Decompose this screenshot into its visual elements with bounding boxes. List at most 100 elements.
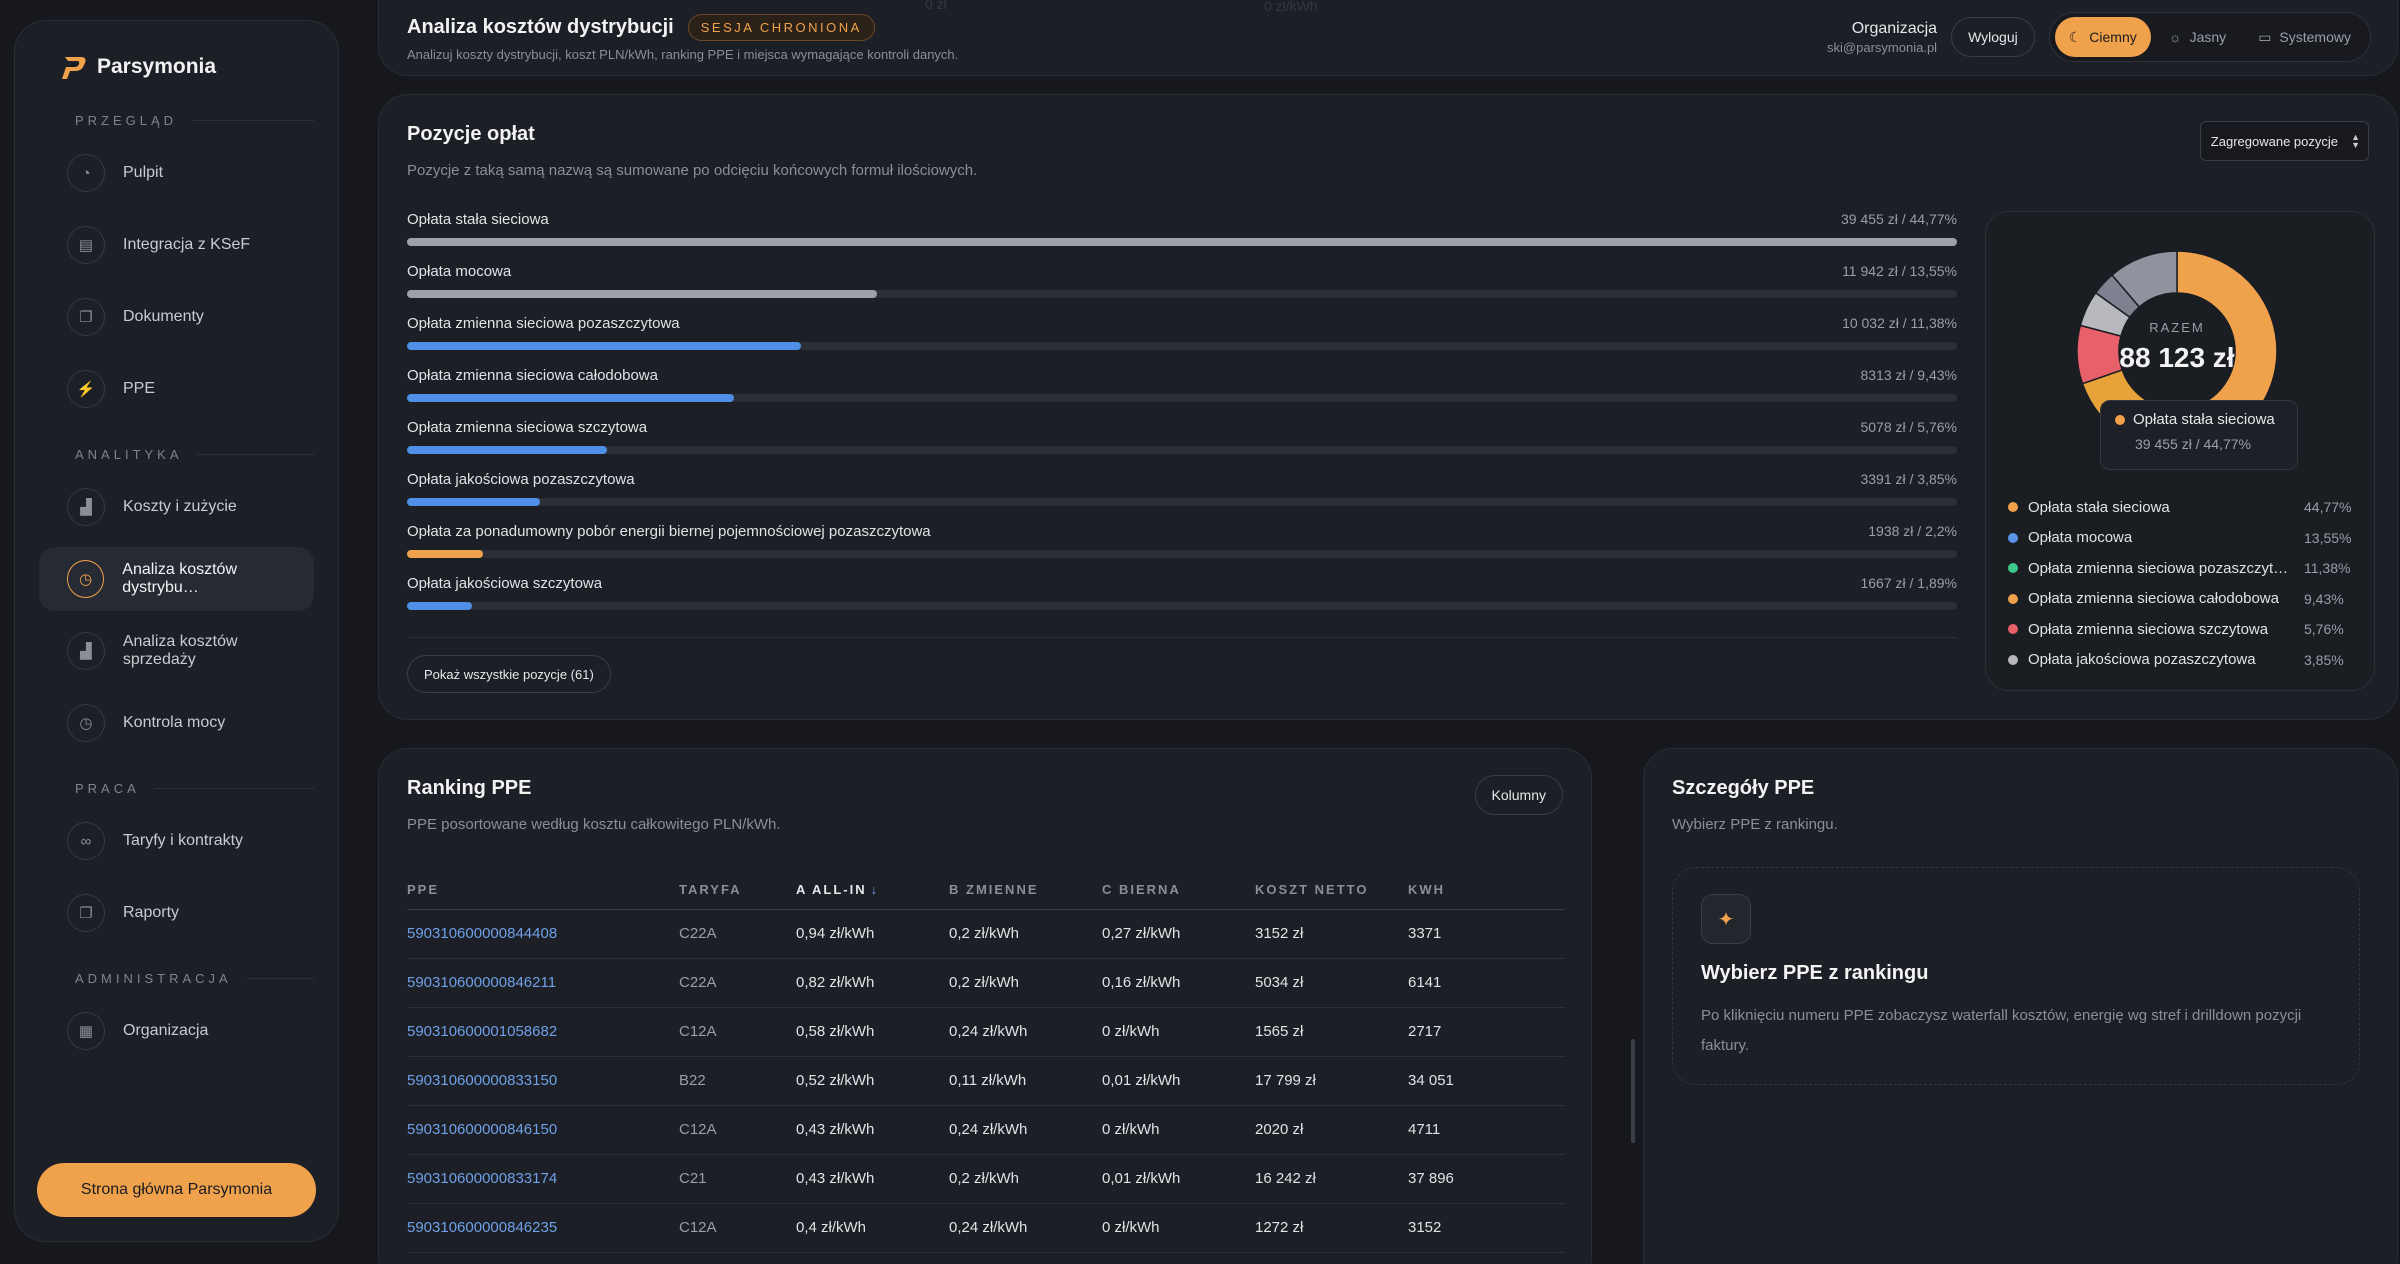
plug-icon: ⚡	[67, 370, 105, 408]
legend-item[interactable]: Opłata stała sieciowa 44,77%	[2008, 492, 2354, 523]
nav-section-label: ADMINISTRACJA	[75, 970, 232, 986]
fee-bar-value: 10 032 zł / 11,38%	[1842, 315, 1957, 331]
sidebar-item-kontrola-mocy[interactable]: ◷ Kontrola mocy	[39, 691, 314, 755]
table-row[interactable]: 590310600000833150 B22 0,52 zł/kWh 0,11 zł/…	[407, 1056, 1565, 1106]
fee-bar-fill	[407, 602, 473, 610]
legend-item[interactable]: Opłata zmienna sieciowa pozaszczyt… 11,38…	[2008, 553, 2354, 584]
sidebar-item-ppe[interactable]: ⚡ PPE	[39, 357, 314, 421]
sidebar-item-analiza-kosztów-dystrybu[interactable]: ◷ Analiza kosztów dystrybu…	[39, 547, 314, 611]
aggregation-select-value: Zagregowane pozycje	[2210, 133, 2338, 149]
divider	[153, 787, 314, 789]
sidebar-item-koszty-i-zużycie[interactable]: ▟ Koszty i zużycie	[39, 475, 314, 539]
ppe-link[interactable]: 590310600000833174	[407, 1154, 679, 1204]
sidebar-item-dokumenty[interactable]: ❐ Dokumenty	[39, 285, 314, 349]
divider	[245, 977, 314, 979]
sidebar-item-label: Analiza kosztów dystrybu…	[122, 561, 237, 596]
table-cell: 0,52 zł/kWh	[796, 1056, 949, 1106]
column-header[interactable]: KOSZT NETTO	[1255, 875, 1408, 910]
columns-button[interactable]: Kolumny	[1474, 775, 1563, 815]
fee-bar-track	[407, 238, 1957, 246]
column-header[interactable]: PPE	[407, 875, 679, 910]
theme-ciemny-button[interactable]: ☾ Ciemny	[2054, 17, 2151, 57]
table-row[interactable]: 590310600000833174 C21 0,43 zł/kWh 0,2 zł/k…	[407, 1154, 1565, 1204]
fee-bar-row[interactable]: Opłata za ponadumowny pobór energii bier…	[407, 523, 1957, 575]
legend-item[interactable]: Opłata jakościowa pozaszczytowa 3,85%	[2008, 645, 2354, 676]
fee-bar-row[interactable]: Opłata jakościowa pozaszczytowa 3391 zł /…	[407, 471, 1957, 523]
home-page-button[interactable]: Strona główna Parsymonia	[37, 1163, 316, 1217]
fee-bar-value: 1938 zł / 2,2%	[1868, 523, 1957, 539]
column-header[interactable]: KWH	[1408, 875, 1565, 910]
fee-bar-track	[407, 290, 1957, 298]
brand[interactable]: Parsymonia	[39, 47, 314, 87]
sidebar-item-raporty[interactable]: ❐ Raporty	[39, 881, 314, 945]
aggregation-select[interactable]: Zagregowane pozycje ▲ ▼	[2199, 121, 2369, 161]
legend-name: Opłata zmienna sieciowa całodobowa	[2028, 590, 2279, 608]
show-all-items-button[interactable]: Pokaż wszystkie pozycje (61)	[407, 655, 611, 693]
ppe-link[interactable]: 590310600000846211	[407, 958, 679, 1008]
ppe-link[interactable]: 590310600000846235	[407, 1203, 679, 1253]
sidebar-item-pulpit[interactable]: ◔ Pulpit	[39, 141, 314, 205]
column-header-label: PPE	[407, 882, 440, 898]
sidebar-item-organizacja[interactable]: ▦ Organizacja	[39, 999, 314, 1063]
legend-item[interactable]: Opłata zmienna sieciowa całodobowa 9,43%	[2008, 584, 2354, 615]
legend-percent: 11,38%	[2304, 560, 2351, 577]
donut-center: RAZEM 88 123 zł	[2074, 248, 2280, 454]
column-header[interactable]: C BIERNA	[1102, 875, 1255, 910]
legend-item[interactable]: Opłata mocowa 13,55%	[2008, 523, 2354, 554]
sidebar-item-integracja-z-ksef[interactable]: ▤ Integracja z KSeF	[39, 213, 314, 277]
sidebar-item-taryfy-i-kontrakty[interactable]: ∞ Taryfy i kontrakty	[39, 809, 314, 873]
fee-bar-fill	[407, 446, 607, 454]
table-row[interactable]: 590310600000846211 C22A 0,82 zł/kWh 0,2 zł/…	[407, 958, 1565, 1008]
fee-bar-row[interactable]: Opłata zmienna sieciowa całodobowa 8313 z…	[407, 367, 1957, 419]
legend-color-dot	[2008, 532, 2018, 543]
fee-bar-row[interactable]: Opłata jakościowa szczytowa 1667 zł / 1,8…	[407, 575, 1957, 627]
files-icon: ❐	[67, 894, 105, 932]
brand-name: Parsymonia	[97, 55, 217, 78]
empty-state-title: Wybierz PPE z rankingu	[1701, 962, 1929, 984]
fee-bar-row[interactable]: Opłata zmienna sieciowa pozaszczytowa 10 …	[407, 315, 1957, 367]
details-subtitle: Wybierz PPE z rankingu.	[1672, 816, 1838, 833]
tooltip-value: 39 455 zł / 44,77%	[2135, 436, 2251, 452]
ppe-link[interactable]: 590310600000846150	[407, 1105, 679, 1155]
fee-bar-label: Opłata za ponadumowny pobór energii bier…	[407, 523, 931, 540]
legend-item[interactable]: Opłata zmienna sieciowa szczytowa 5,76%	[2008, 614, 2354, 645]
fee-bar-row[interactable]: Opłata mocowa 11 942 zł / 13,55%	[407, 263, 1957, 315]
logout-button[interactable]: Wyloguj	[1951, 17, 2035, 57]
ppe-link[interactable]: 590310600000844408	[407, 909, 679, 959]
tooltip-name: Opłata stała sieciowa	[2133, 411, 2275, 428]
theme-label: Ciemny	[2089, 29, 2137, 45]
sort-desc-icon: ↓	[870, 882, 880, 898]
table-row[interactable]: 590310600000846235 C12A 0,4 zł/kWh 0,24 zł/…	[407, 1203, 1565, 1253]
fee-bar-value: 39 455 zł / 44,77%	[1841, 211, 1957, 227]
table-cell: C12A	[679, 1203, 796, 1253]
column-header[interactable]: A ALL-IN ↓	[796, 875, 949, 910]
ppe-link[interactable]: 590310600000833150	[407, 1056, 679, 1106]
nav-section-label: ANALITYKA	[75, 446, 183, 462]
donut-slice[interactable]	[2110, 250, 2178, 308]
theme-systemowy-button[interactable]: ▭ Systemowy	[2244, 17, 2365, 57]
ghost-text: 0 zł	[925, 0, 947, 12]
legend-name: Opłata jakościowa pozaszczytowa	[2028, 651, 2256, 669]
document-icon: ▤	[67, 226, 105, 264]
table-row[interactable]: 590310600000844408 C22A 0,94 zł/kWh 0,2 zł/…	[407, 909, 1565, 959]
fee-bar-row[interactable]: Opłata zmienna sieciowa szczytowa 5078 zł…	[407, 419, 1957, 471]
legend-percent: 13,55%	[2304, 529, 2352, 546]
sidebar-item-analiza-kosztów-sprzedaży[interactable]: ▟ Analiza kosztów sprzedaży	[39, 619, 314, 683]
table-cell: 3371	[1408, 909, 1565, 959]
sidebar-item-label: Taryfy i kontrakty	[123, 832, 244, 849]
ppe-link[interactable]: 590310600001058682	[407, 1007, 679, 1057]
table-cell: 0 zł/kWh	[1102, 1203, 1255, 1253]
theme-jasny-button[interactable]: ☼ Jasny	[2155, 17, 2240, 57]
table-row[interactable]: 590310600001058682 C12A 0,58 zł/kWh 0,24 zł…	[407, 1007, 1565, 1057]
fee-bar-fill	[407, 498, 541, 506]
table-cell: 3152	[1408, 1203, 1565, 1253]
column-header[interactable]: TARYFA	[679, 875, 796, 910]
column-header[interactable]: B ZMIENNE	[949, 875, 1102, 910]
table-cell: 0,24 zł/kWh	[949, 1105, 1102, 1155]
scrollbar-thumb[interactable]	[1631, 1039, 1635, 1143]
fee-bar-fill	[407, 238, 1957, 246]
fee-bar-head: Opłata stała sieciowa 39 455 zł / 44,77%	[407, 211, 1957, 228]
fee-bar-row[interactable]: Opłata stała sieciowa 39 455 zł / 44,77%	[407, 211, 1957, 263]
table-row[interactable]: 590310600000846150 C12A 0,43 zł/kWh 0,24 zł…	[407, 1105, 1565, 1155]
theme-switcher: ☾ Ciemny ☼ Jasny ▭ Systemowy	[2048, 12, 2371, 62]
